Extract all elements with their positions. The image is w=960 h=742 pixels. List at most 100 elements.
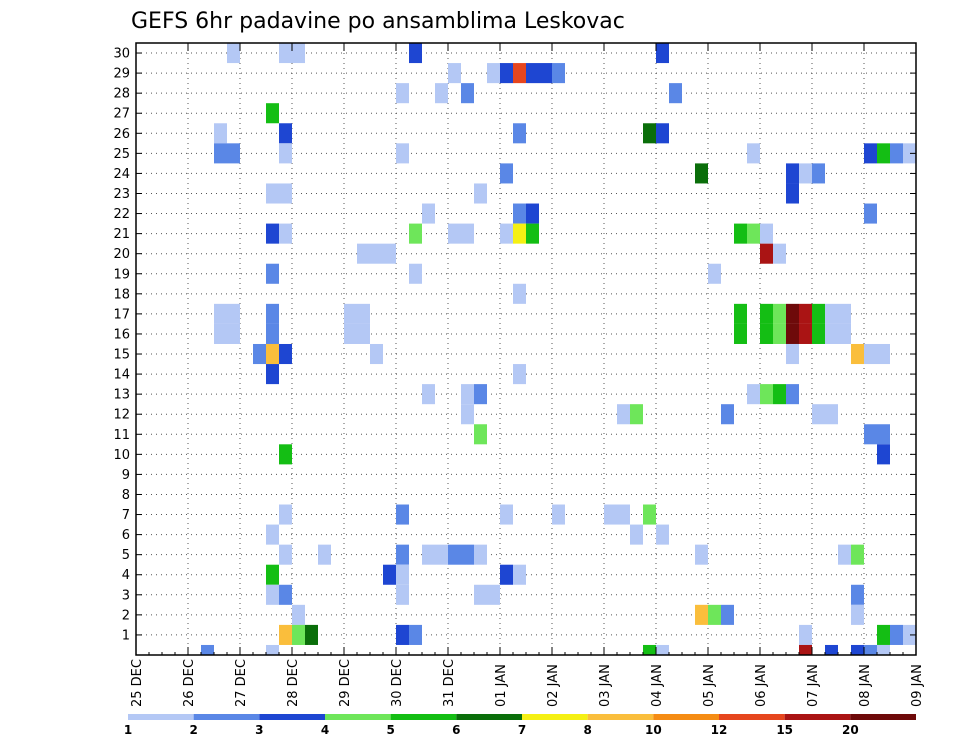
heatmap-cell xyxy=(760,384,773,405)
y-tick-label: 27 xyxy=(113,107,130,122)
heatmap-cell xyxy=(734,223,747,244)
heatmap-cell xyxy=(513,283,526,304)
heatmap-cell xyxy=(279,544,292,565)
heatmap-cell xyxy=(370,343,383,365)
heatmap-cell xyxy=(786,163,799,184)
y-tick-label: 24 xyxy=(113,167,130,182)
colorbar-label: 8 xyxy=(583,723,591,737)
heatmap-cell xyxy=(279,584,292,605)
heatmap-cell xyxy=(461,223,474,244)
heatmap-cell xyxy=(877,444,890,465)
x-tick-label: 29 DEC xyxy=(338,659,353,707)
y-tick-label: 3 xyxy=(122,588,130,603)
heatmap-cell xyxy=(227,143,240,164)
heatmap-cell xyxy=(474,584,487,605)
heatmap-cell xyxy=(448,63,461,84)
heatmap-cell xyxy=(214,323,227,344)
heatmap-cell xyxy=(799,323,812,344)
heatmap-cell xyxy=(864,143,877,164)
heatmap-cell xyxy=(825,323,838,344)
heatmap-cell xyxy=(786,384,799,405)
heatmap-cells xyxy=(201,43,916,655)
y-tick-label: 12 xyxy=(113,408,130,423)
x-tick-label: 07 JAN xyxy=(806,664,821,707)
heatmap-cell xyxy=(643,123,656,144)
heatmap-cell xyxy=(383,243,396,264)
heatmap-cell xyxy=(695,604,708,625)
y-tick-label: 8 xyxy=(122,488,130,503)
heatmap-cell xyxy=(656,43,669,64)
heatmap-cell xyxy=(214,143,227,164)
y-tick-label: 23 xyxy=(113,187,130,202)
y-tick-label: 16 xyxy=(113,327,130,342)
y-tick-label: 30 xyxy=(113,47,130,62)
heatmap-cell xyxy=(500,63,513,84)
colorbar-segment xyxy=(456,714,522,720)
heatmap-cell xyxy=(669,83,682,104)
heatmap-cell xyxy=(838,323,851,344)
heatmap-cell xyxy=(747,384,760,405)
y-tick-label: 21 xyxy=(113,227,130,242)
heatmap-cell xyxy=(864,424,877,445)
heatmap-cell xyxy=(266,183,279,204)
heatmap-cell xyxy=(253,343,266,365)
heatmap-cell xyxy=(838,544,851,565)
colorbar: 1 2 3 4 5 6 7 8 10 12 15 20 xyxy=(124,714,916,737)
heatmap-cell xyxy=(877,424,890,445)
heatmap-cell xyxy=(695,163,708,184)
heatmap-cell xyxy=(487,63,500,84)
heatmap-cell xyxy=(552,63,565,84)
heatmap-cell xyxy=(500,223,513,244)
heatmap-cell xyxy=(461,83,474,104)
heatmap-cell xyxy=(825,404,838,425)
heatmap-cell xyxy=(526,223,539,244)
y-tick-label: 18 xyxy=(113,287,130,302)
heatmap-cell xyxy=(760,303,773,324)
y-tick-label: 29 xyxy=(113,67,130,82)
heatmap-cell xyxy=(734,323,747,344)
heatmap-cell xyxy=(877,343,890,365)
heatmap-cell xyxy=(279,223,292,244)
heatmap-cell xyxy=(786,303,799,324)
heatmap-cell xyxy=(513,63,526,84)
heatmap-cell xyxy=(812,163,825,184)
x-tick-label: 31 DEC xyxy=(442,659,457,707)
y-tick-label: 2 xyxy=(122,608,130,623)
heatmap-cell xyxy=(370,243,383,264)
heatmap-cell xyxy=(773,243,786,264)
heatmap-cell xyxy=(708,263,721,284)
heatmap-cell xyxy=(747,143,760,164)
colorbar-label: 7 xyxy=(518,723,526,737)
heatmap-cell xyxy=(851,644,864,655)
heatmap-cell xyxy=(773,323,786,344)
colorbar-segment xyxy=(128,714,194,720)
colorbar-segment xyxy=(522,714,588,720)
heatmap-cell xyxy=(266,303,279,324)
heatmap-cell xyxy=(279,343,292,365)
heatmap-cell xyxy=(786,343,799,365)
heatmap-cell xyxy=(409,43,422,64)
colorbar-label: 20 xyxy=(842,723,859,737)
y-tick-label: 6 xyxy=(122,528,130,543)
heatmap-cell xyxy=(266,584,279,605)
x-tick-label: 09 JAN xyxy=(910,664,925,707)
heatmap-cell xyxy=(266,343,279,365)
y-tick-label: 17 xyxy=(113,307,130,322)
colorbar-segment xyxy=(193,714,260,720)
heatmap-cell xyxy=(292,624,305,645)
heatmap-cell xyxy=(266,223,279,244)
heatmap-cell xyxy=(409,223,422,244)
colorbar-label: 1 xyxy=(124,723,132,737)
heatmap-cell xyxy=(461,384,474,405)
heatmap-cell xyxy=(643,504,656,525)
heatmap-cell xyxy=(396,584,409,605)
y-tick-label: 28 xyxy=(113,87,130,102)
heatmap-cell xyxy=(422,384,435,405)
y-tick-label: 19 xyxy=(113,267,130,282)
x-tick-label: 08 JAN xyxy=(858,664,873,707)
y-tick-label: 9 xyxy=(122,468,130,483)
heatmap-cell xyxy=(773,384,786,405)
colorbar-segment xyxy=(325,714,391,720)
heatmap-cell xyxy=(396,544,409,565)
heatmap-cell xyxy=(643,644,656,655)
